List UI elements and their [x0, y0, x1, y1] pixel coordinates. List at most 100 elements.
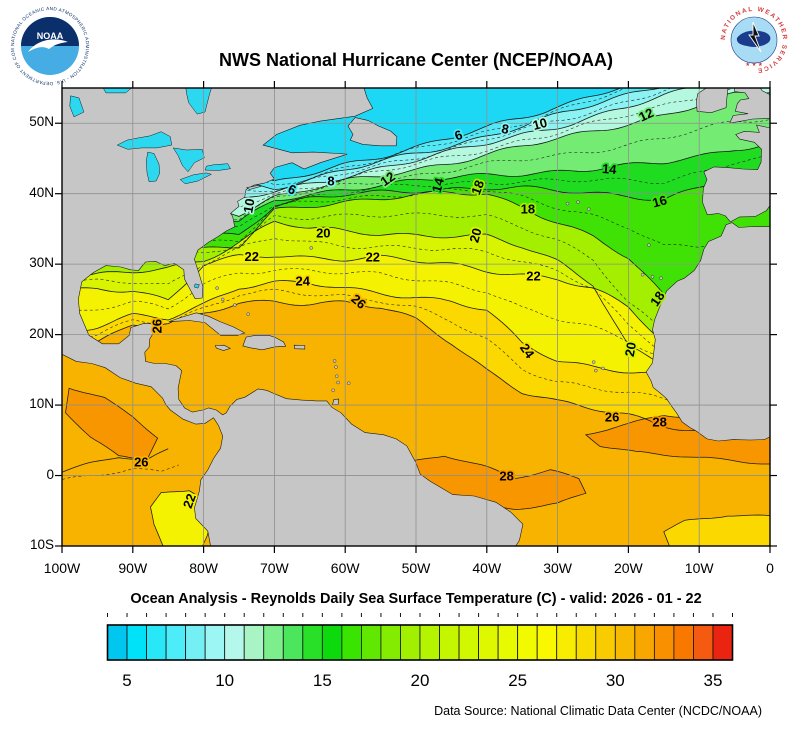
colorbar-cell [478, 624, 499, 661]
land-long-island [246, 184, 262, 190]
contour-label-28: 28 [652, 415, 666, 430]
colorbar-cell [400, 624, 421, 661]
lon-tick-label: 90W [118, 560, 148, 576]
island-dot [640, 272, 645, 277]
colorbar-cell [204, 624, 226, 661]
water-lake-superior [116, 131, 172, 150]
colorbar-cell [243, 624, 265, 661]
island-dot [309, 246, 313, 250]
lat-tick-label: 10S [29, 537, 54, 552]
nws-lightning-icon [748, 21, 762, 53]
contour-label-22: 22 [180, 492, 199, 511]
colorbar-cell [634, 624, 655, 661]
contour-label-26: 26 [149, 319, 164, 333]
island-dot [650, 275, 655, 279]
colorbar-tick-label: 5 [122, 671, 132, 690]
lon-tick-label: 10W [684, 560, 714, 576]
map-frame [55, 81, 777, 553]
colorbar-scale [106, 613, 734, 661]
island-dot [594, 368, 598, 373]
colorbar-cell [224, 624, 245, 661]
colorbar-cell [302, 624, 323, 661]
water-lake-winnipeg [69, 95, 85, 118]
colorbar-cell [185, 624, 206, 661]
water-hudson-bay-west [102, 88, 132, 94]
colorbar-tick-label: 20 [410, 671, 430, 690]
sst-map-container: 6 6 8 8 10 10 12 12 14 14 16 18 18 18 20 20 20 22 22 22 22 24… [55, 81, 777, 553]
colorbar-cell [556, 624, 577, 661]
island-dot [565, 201, 570, 206]
colorbar-cell [165, 624, 187, 661]
island-dot [215, 286, 219, 290]
colorbar-cell [263, 624, 284, 661]
contour-label-8: 8 [327, 174, 334, 189]
contour-label-10: 10 [531, 115, 549, 133]
land-hispaniola [242, 335, 287, 351]
colorbar-cell [673, 624, 694, 661]
colorbar-cell [419, 624, 440, 661]
noaa-globe-top [21, 17, 79, 46]
contour-label-26: 26 [605, 410, 619, 425]
colorbar-cell [107, 624, 128, 661]
land-newfoundland [347, 117, 398, 147]
island-dot [331, 388, 335, 392]
colorbar-tick-label: 10 [215, 671, 235, 690]
island-dot [587, 207, 591, 211]
colorbar-tick-label: 15 [312, 671, 332, 690]
colorbar [106, 613, 736, 668]
island-dot [335, 374, 339, 378]
contour-label-20: 20 [316, 226, 330, 241]
contour-label-20: 20 [622, 341, 639, 358]
island-dot [647, 243, 651, 247]
lat-tick-label: 40N [29, 184, 54, 200]
land-cuba [168, 312, 246, 336]
colorbar-cell [536, 624, 558, 661]
lat-tick-label: 10N [29, 396, 54, 412]
island-dot [246, 312, 250, 316]
colorbar-cell [614, 624, 636, 661]
colorbar-tick-label: 35 [703, 671, 723, 690]
lon-tick-label: 30W [543, 560, 572, 576]
nws-stars: ★ ★ ★ [745, 62, 763, 68]
contour-label-10: 10 [240, 197, 257, 214]
noaa-seagull-icon [28, 39, 68, 52]
water-lake-ontario [204, 163, 231, 171]
island-dot [659, 276, 663, 280]
island-dot [347, 381, 351, 385]
water-lake-huron [172, 147, 205, 173]
land-ireland [696, 88, 729, 114]
land-puerto-rico [293, 344, 306, 350]
data-source-note: Data Source: National Climatic Data Cent… [434, 704, 762, 718]
colorbar-cell [380, 624, 401, 661]
lon-tick-label: 20W [613, 560, 643, 576]
colorbar-cell [497, 624, 519, 661]
lat-tick-label: 20N [29, 325, 54, 341]
contour-label-18: 18 [468, 178, 487, 197]
water-lake-michigan [146, 151, 160, 182]
colorbar-cell [126, 624, 147, 661]
island-dot [233, 303, 237, 307]
land-trinidad [332, 398, 340, 406]
contour-label-28: 28 [499, 469, 513, 484]
colorbar-cell [282, 624, 304, 661]
lat-tick-label: 0 [46, 466, 54, 482]
contour-label-22: 22 [366, 250, 380, 265]
colorbar-cell [575, 624, 597, 661]
lon-tick-label: 80W [189, 560, 218, 576]
water-james-bay [185, 88, 212, 115]
colorbar-cell [321, 624, 343, 661]
grid-lines [62, 88, 770, 546]
land-layer [62, 88, 770, 546]
land-great-britain [729, 88, 770, 124]
land-africa [645, 222, 770, 442]
colorbar-cell [439, 624, 460, 661]
colorbar-tick-label: 30 [605, 671, 625, 690]
lon-tick-label: 50W [401, 560, 431, 576]
map-caption: Ocean Analysis - Reynolds Daily Sea Surf… [130, 591, 702, 607]
contour-label-14: 14 [601, 161, 617, 177]
lon-tick-label: 60W [330, 560, 360, 576]
colorbar-cell [146, 624, 167, 661]
colorbar-cell [595, 624, 616, 661]
colorbar-cell [517, 624, 538, 661]
